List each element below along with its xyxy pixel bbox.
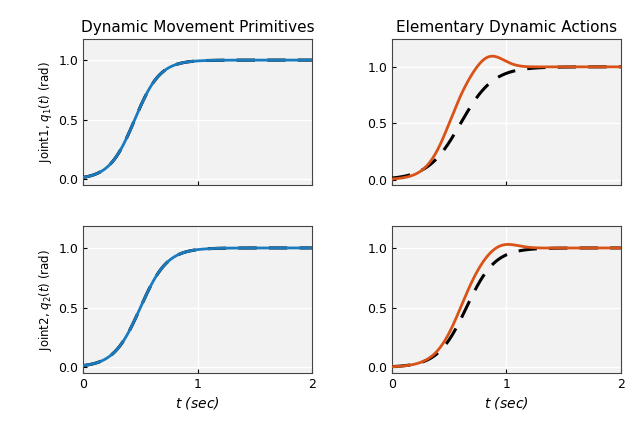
Title: Dynamic Movement Primitives: Dynamic Movement Primitives (81, 20, 314, 35)
Y-axis label: Joint1, $q_1(t)$ (rad): Joint1, $q_1(t)$ (rad) (37, 61, 54, 163)
Y-axis label: Joint2, $q_2(t)$ (rad): Joint2, $q_2(t)$ (rad) (37, 249, 54, 351)
X-axis label: $t$ (sec): $t$ (sec) (175, 395, 220, 411)
Title: Elementary Dynamic Actions: Elementary Dynamic Actions (396, 20, 617, 35)
X-axis label: $t$ (sec): $t$ (sec) (484, 395, 529, 411)
